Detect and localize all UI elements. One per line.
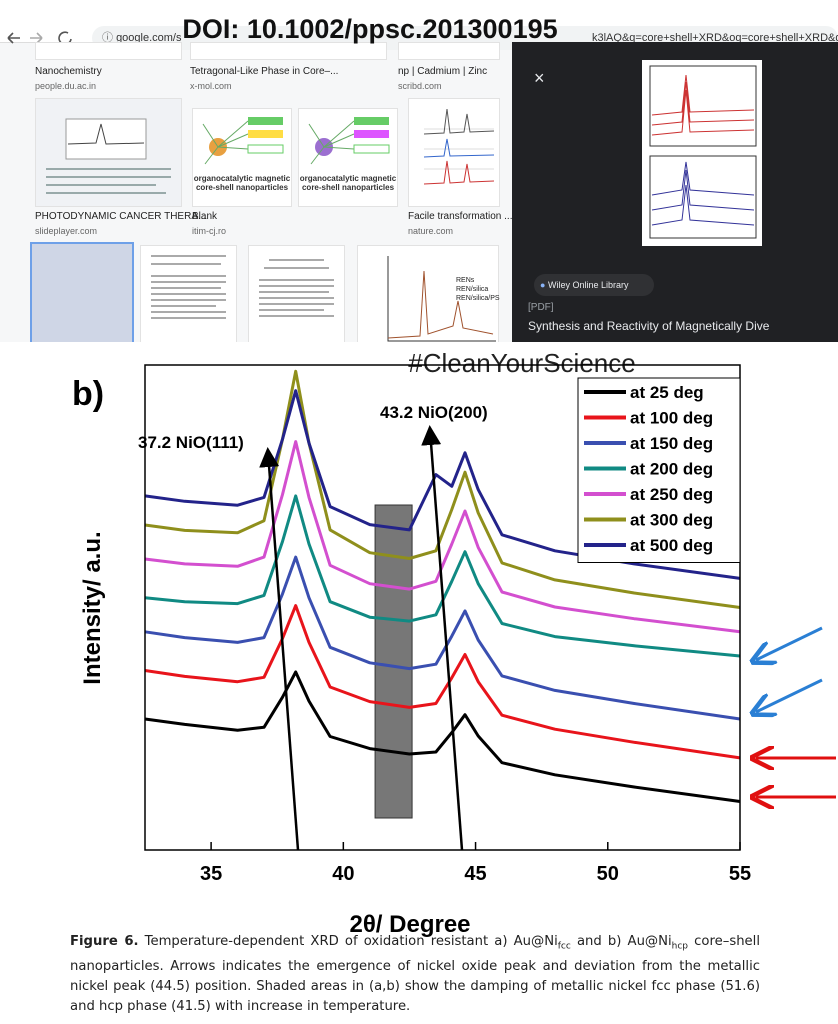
close-button[interactable]: × (534, 68, 545, 88)
thumb-legend-item: REN/silica/PS (456, 295, 500, 302)
thumbnail[interactable] (398, 42, 500, 60)
thumb-legend: RENs REN/silica REN/silica/PS (456, 276, 500, 303)
y-axis-label: Intensity/ a.u. (79, 531, 106, 684)
panel-label: b) (72, 375, 104, 413)
preview-panel: × ● Wiley Online Library [PDF] Synthesis… (512, 42, 838, 342)
highlight-arrow (756, 626, 823, 660)
result-source: itim-cj.ro (192, 226, 226, 236)
thumbnail[interactable] (35, 98, 182, 207)
series-line (144, 369, 741, 609)
x-tick-label: 35 (200, 863, 222, 885)
thumbnail-selected[interactable] (30, 242, 134, 342)
legend-label: at 300 deg (630, 511, 713, 530)
caption-text: Temperature-dependent XRD of oxidation r… (138, 934, 558, 949)
caption-subscript: hcp (671, 941, 689, 952)
annotation: 43.2 NiO(200) (380, 403, 488, 422)
thumbnail[interactable] (140, 245, 237, 342)
annotation-arrow (259, 447, 300, 851)
series-line (144, 440, 741, 634)
thumb-text (259, 259, 334, 317)
hashtag: #CleanYourScience (408, 348, 635, 378)
globe-icon: ● (540, 280, 546, 290)
annotation: 37.2 NiO(111) (138, 433, 244, 452)
thumb-legend-item: REN/silica (456, 286, 489, 293)
thumb-plot (423, 108, 495, 185)
preview-plot (649, 65, 757, 239)
shaded-band (374, 504, 413, 819)
thumbnail[interactable]: RENs REN/silica REN/silica/PS (357, 245, 500, 342)
thumb-text (151, 255, 226, 319)
search-screenshot: ⓘ google.com/s k3lAQ&q=core+shell+XRD&oq… (0, 0, 838, 342)
series-line (144, 555, 741, 721)
source-chip[interactable]: ● Wiley Online Library (534, 274, 654, 296)
series-line (144, 670, 741, 803)
legend-label: at 200 deg (630, 460, 713, 479)
x-tick-label: 55 (729, 863, 751, 885)
figure-caption: Figure 6. Temperature-dependent XRD of o… (70, 932, 760, 1017)
series-line (144, 494, 741, 658)
x-tick-label: 45 (464, 863, 486, 885)
result-title[interactable]: PHOTODYNAMIC CANCER THERA... (35, 211, 207, 222)
legend-label: at 250 deg (630, 485, 713, 504)
x-tick-label: 50 (597, 863, 619, 885)
thumbnail[interactable] (190, 42, 387, 60)
caption-label: Figure 6. (70, 934, 139, 949)
thumbnail[interactable]: organocatalytic magnetic core-shell nano… (192, 108, 292, 207)
legend-label: at 150 deg (630, 434, 713, 453)
info-icon: ⓘ (102, 32, 113, 44)
thumb-plot (46, 118, 171, 194)
result-source: slideplayer.com (35, 226, 98, 236)
result-title[interactable]: np | Cadmium | Zinc (398, 66, 488, 77)
thumb-caption: organocatalytic magnetic core-shell nano… (193, 174, 291, 192)
url: google.com/s (116, 32, 182, 44)
preview-image[interactable] (642, 60, 762, 246)
thumb-caption: organocatalytic magnetic core-shell nano… (299, 174, 397, 192)
thumbnail[interactable] (408, 98, 500, 207)
caption-subscript: fcc (557, 941, 571, 952)
legend-label: at 500 deg (630, 536, 713, 555)
legend-label: at 25 deg (630, 383, 704, 402)
thumb-diagram (308, 117, 390, 165)
result-title[interactable]: Facile transformation ... (408, 211, 513, 222)
result-source: nature.com (408, 226, 454, 236)
result-source: x-mol.com (190, 81, 232, 91)
annotation-arrow (421, 425, 464, 851)
highlight-arrow (756, 678, 823, 712)
thumb-legend-item: RENs (456, 277, 475, 284)
source-name: Wiley Online Library (547, 280, 629, 290)
thumbnail[interactable] (35, 42, 182, 60)
result-title[interactable]: Nanochemistry (35, 66, 102, 77)
thumbnail[interactable] (248, 245, 345, 342)
thumb-plot (387, 256, 496, 342)
caption-text: and b) Au@Ni (570, 934, 672, 949)
legend-box (577, 377, 741, 563)
x-tick-label: 40 (332, 863, 354, 885)
result-title[interactable]: Synthesis and Reactivity of Magnetically… (528, 319, 770, 333)
result-source: people.du.ac.in (35, 81, 97, 91)
browser-bar: ⓘ google.com/s k3lAQ&q=core+shell+XRD&oq… (0, 0, 838, 50)
plot-frame (144, 364, 741, 851)
series-line (144, 604, 741, 760)
series-line (144, 389, 741, 580)
thumbnail[interactable]: organocatalytic magnetic core-shell nano… (298, 108, 398, 207)
legend-label: at 100 deg (630, 409, 713, 428)
url-tail: k3lAQ&q=core+shell+XRD&oq=core+shell+XRD… (592, 32, 838, 44)
result-title[interactable]: Tetragonal-Like Phase in Core–... (190, 66, 339, 77)
result-source: scribd.com (398, 81, 442, 91)
file-tag: [PDF] (528, 302, 554, 313)
thumb-diagram (202, 117, 284, 165)
result-title[interactable]: Blank (192, 211, 218, 222)
caption-text: core–shell nanoparticles. Arrows indicat… (70, 934, 760, 1014)
